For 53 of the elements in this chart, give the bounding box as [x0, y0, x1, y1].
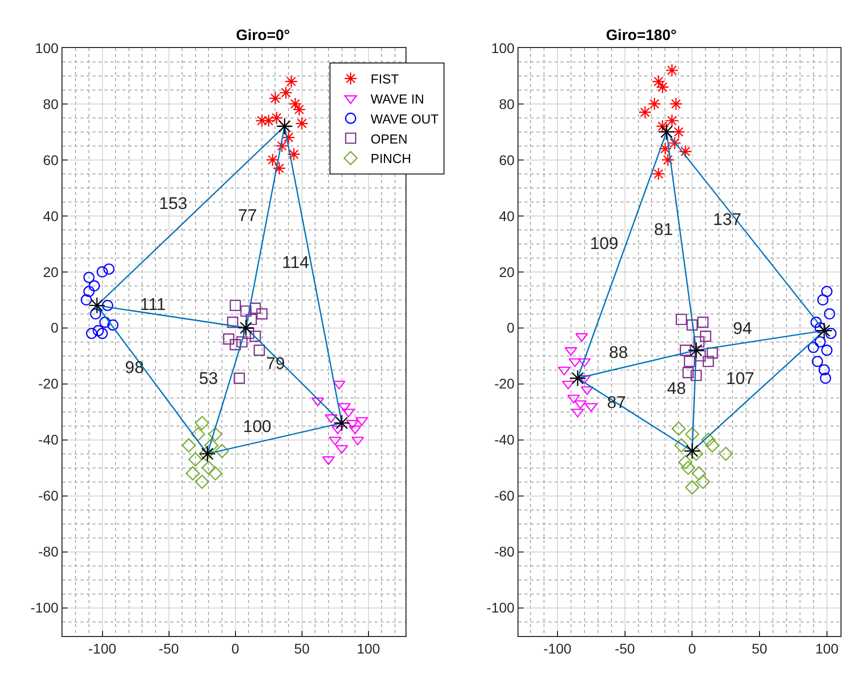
x-tick-label: -50: [614, 640, 636, 657]
x-tick-label: 0: [231, 640, 240, 657]
annotation: 48: [667, 379, 686, 398]
annotation: 109: [590, 234, 618, 253]
x-tick-label: 50: [294, 640, 310, 657]
y-tick-label: -80: [494, 544, 515, 560]
annotation: 81: [654, 220, 673, 239]
chart-title: Giro=0°: [236, 27, 290, 44]
x-tick-label: -100: [88, 640, 116, 657]
annotation: 79: [266, 354, 285, 373]
legend-label: PINCH: [370, 151, 412, 166]
annotation: 98: [125, 358, 144, 377]
y-tick-label: -100: [30, 600, 59, 616]
y-tick-label: 100: [35, 40, 59, 56]
y-tick-label: 40: [499, 208, 515, 224]
y-tick-label: -20: [494, 376, 515, 392]
y-tick-label: -40: [494, 432, 515, 448]
y-tick-label: 100: [491, 40, 515, 56]
annotation: 94: [733, 319, 752, 338]
y-tick-label: 60: [499, 152, 515, 168]
x-tick-label: -50: [158, 640, 180, 657]
legend-label: WAVE IN: [370, 91, 424, 106]
y-tick-label: -60: [494, 488, 515, 504]
x-tick-label: 50: [752, 640, 768, 657]
annotation: 153: [159, 194, 188, 213]
y-tick-label: -40: [38, 432, 59, 448]
y-tick-label: -80: [38, 544, 59, 560]
y-tick-label: -100: [486, 600, 515, 616]
y-tick-label: 80: [499, 96, 515, 112]
y-tick-label: 20: [499, 264, 515, 280]
legend-label: WAVE OUT: [370, 111, 439, 126]
y-tick-label: 0: [506, 320, 515, 336]
annotation: 111: [140, 295, 166, 314]
chart-title: Giro=180°: [606, 27, 677, 44]
annotation: 53: [199, 369, 218, 388]
legend-label: OPEN: [370, 131, 408, 146]
y-tick-label: -60: [38, 488, 59, 504]
x-tick-label: 0: [688, 640, 696, 657]
x-tick-label: 100: [815, 640, 839, 657]
annotation: 77: [238, 206, 257, 225]
annotation: 88: [609, 343, 628, 362]
y-tick-label: 80: [42, 96, 59, 112]
annotation: 114: [282, 253, 310, 272]
x-tick-label: -100: [543, 640, 572, 657]
y-tick-label: 20: [42, 264, 59, 280]
y-tick-label: -20: [38, 376, 59, 392]
legend-label: FIST: [370, 72, 399, 87]
y-tick-label: 60: [42, 152, 59, 168]
annotation: 107: [726, 369, 754, 388]
annotation: 100: [243, 417, 272, 436]
y-tick-label: 0: [50, 320, 59, 336]
x-tick-label: 100: [356, 640, 380, 657]
y-tick-label: 40: [42, 208, 59, 224]
